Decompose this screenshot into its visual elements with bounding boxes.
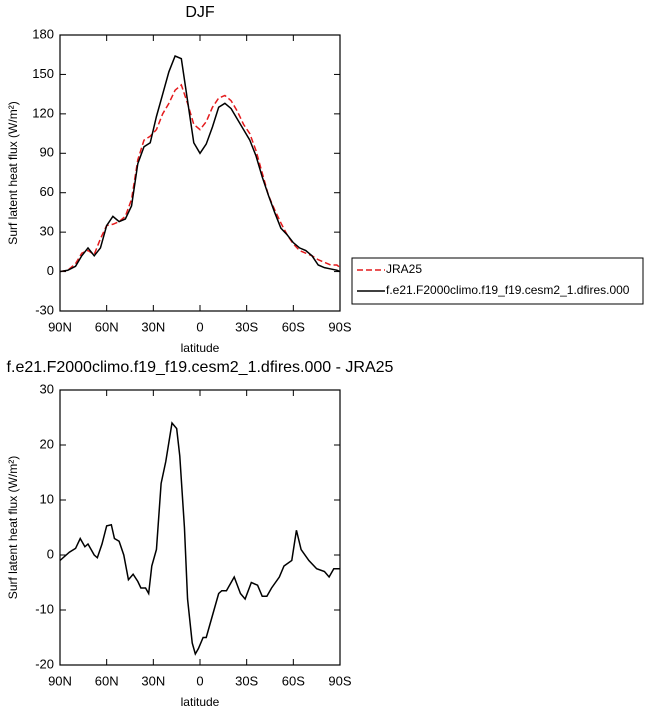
legend-label: f.e21.F2000climo.f19_f19.cesm2_1.dfires.… bbox=[386, 283, 630, 297]
x-tick-label: 0 bbox=[196, 319, 203, 334]
series-line bbox=[59, 83, 341, 273]
y-tick-label: 30 bbox=[40, 381, 54, 396]
y-tick-label: 0 bbox=[47, 546, 54, 561]
y-tick-label: 30 bbox=[40, 224, 54, 239]
y-tick-label: 20 bbox=[40, 436, 54, 451]
x-tick-label: 0 bbox=[196, 673, 203, 688]
y-tick-label: 120 bbox=[32, 105, 54, 120]
x-tick-label: 30S bbox=[235, 673, 258, 688]
y-tick-label: 10 bbox=[40, 491, 54, 506]
legend: JRA25 f.e21.F2000climo.f19_f19.cesm2_1.df… bbox=[351, 257, 644, 305]
plot-frame bbox=[59, 389, 341, 666]
y-tick-label: 90 bbox=[40, 145, 54, 160]
x-tick-label: 30S bbox=[235, 319, 258, 334]
chart-title: f.e21.F2000climo.f19_f19.cesm2_1.dfires.… bbox=[7, 359, 394, 376]
x-tick-label: 60N bbox=[95, 319, 119, 334]
legend-label: JRA25 bbox=[386, 262, 422, 276]
x-axis-label: latitude bbox=[181, 695, 220, 709]
x-tick-label: 90S bbox=[328, 673, 351, 688]
legend-box bbox=[351, 257, 644, 305]
y-tick-label: 180 bbox=[32, 26, 54, 41]
x-tick-label: 30N bbox=[141, 673, 165, 688]
y-tick-label: 60 bbox=[40, 184, 54, 199]
x-tick-label: 90N bbox=[48, 673, 72, 688]
chart-title: DJF bbox=[185, 4, 215, 21]
x-tick-label: 60S bbox=[282, 319, 305, 334]
y-tick-label: 0 bbox=[47, 263, 54, 278]
y-tick-label: -30 bbox=[35, 302, 54, 317]
y-axis-label: Surf latent heat flux (W/m²) bbox=[6, 456, 20, 599]
x-tick-label: 90S bbox=[328, 319, 351, 334]
y-tick-label: -10 bbox=[35, 601, 54, 616]
plot-frame bbox=[59, 34, 341, 312]
x-tick-label: 30N bbox=[141, 319, 165, 334]
y-axis-label: Surf latent heat flux (W/m²) bbox=[6, 101, 20, 244]
x-axis-label: latitude bbox=[181, 341, 220, 355]
x-tick-label: 60S bbox=[282, 673, 305, 688]
series-line bbox=[59, 55, 341, 273]
y-tick-label: 150 bbox=[32, 66, 54, 81]
y-tick-label: -20 bbox=[35, 656, 54, 671]
x-tick-label: 60N bbox=[95, 673, 119, 688]
x-tick-label: 90N bbox=[48, 319, 72, 334]
series-line bbox=[59, 421, 340, 656]
